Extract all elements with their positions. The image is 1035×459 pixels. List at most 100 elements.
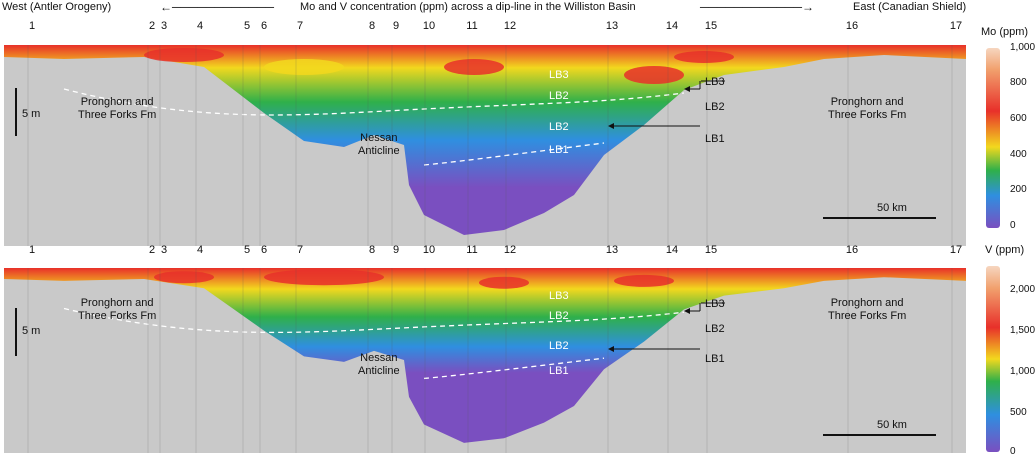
v-cb-tick: 1,500 — [1010, 325, 1035, 336]
well-label-3: 3 — [160, 20, 168, 32]
well-label-2: 2 — [148, 20, 156, 32]
horizontal-scale-label: 50 km — [877, 419, 907, 431]
well-label-10: 10 — [422, 20, 436, 32]
formation-left-label: Pronghorn and Three Forks Fm — [78, 96, 156, 122]
section-title: Mo and V concentration (ppm) across a di… — [300, 1, 636, 13]
horizontal-scale-label: 50 km — [877, 202, 907, 214]
mo-colorbar — [986, 48, 1000, 228]
well-label-5: 5 — [243, 244, 251, 256]
well-label-6: 6 — [260, 244, 268, 256]
formation-right-label: Pronghorn and Three Forks Fm — [828, 297, 906, 323]
mo-panel: 1 2 3 4 5 6 7 8 9 10 11 12 13 14 15 16 17 Pronghorn and … — [0, 18, 1035, 246]
v-colorbar — [986, 266, 1000, 452]
v-cb-tick: 1,000 — [1010, 366, 1035, 377]
well-label-6: 6 — [260, 20, 268, 32]
formation-left-line2: Three Forks Fm — [78, 310, 157, 322]
v-colorbar-unit: V (ppm) — [985, 244, 1025, 256]
mo-cross-section — [4, 45, 966, 246]
well-label-3: 3 — [160, 244, 168, 256]
unit-boundary-dashed — [423, 357, 605, 380]
east-label: East (Canadian Shield) — [853, 1, 967, 13]
formation-right-line1: Pronghorn and — [830, 96, 904, 108]
arrow-label-lb1: LB1 — [705, 133, 725, 145]
v-section-svg — [4, 268, 966, 453]
nessan-anticline-label: Nessan Anticline — [358, 352, 400, 378]
unit-boundary-dashed — [63, 88, 685, 116]
well-label-13: 13 — [605, 20, 619, 32]
well-ticks: 1 2 3 4 5 6 7 8 9 10 11 12 13 14 15 16 17 — [4, 20, 966, 36]
concentration-hotspot — [154, 271, 214, 284]
mo-cb-tick: 200 — [1010, 184, 1027, 195]
unit-label-lb2-upper: LB2 — [549, 310, 569, 322]
concentration-hotspot — [144, 48, 224, 62]
anticline-line1: Nessan — [360, 132, 398, 144]
arrow-label-lb3: LB3 — [705, 76, 725, 88]
horizontal-scale-bar — [823, 434, 936, 436]
anticline-line2: Anticline — [358, 365, 400, 377]
title-arrow-right: ────────────→ — [700, 0, 815, 14]
well-label-11: 11 — [466, 244, 478, 256]
anticline-line1: Nessan — [360, 352, 398, 364]
concentration-hotspot — [674, 51, 734, 63]
unit-label-lb2-lower: LB2 — [549, 121, 569, 133]
mo-section-svg — [4, 45, 966, 246]
arrow-label-lb1: LB1 — [705, 353, 725, 365]
horizontal-scale-bar — [823, 217, 936, 219]
well-label-10: 10 — [422, 244, 436, 256]
mo-cb-tick: 600 — [1010, 113, 1027, 124]
v-cb-tick: 0 — [1010, 446, 1016, 457]
title-arrow-left: ←──────────── — [160, 0, 275, 14]
mo-cb-tick: 800 — [1010, 77, 1027, 88]
v-cross-section — [4, 268, 966, 453]
unit-boundary-dashed — [423, 142, 605, 166]
unit-label-lb2-upper: LB2 — [549, 90, 569, 102]
unit-boundary-dashed — [63, 307, 685, 334]
well-label-5: 5 — [243, 20, 251, 32]
formation-right-line2: Three Forks Fm — [828, 310, 907, 322]
arrow-label-lb3: LB3 — [705, 298, 725, 310]
formation-left-line1: Pronghorn and — [80, 96, 154, 108]
well-label-17: 17 — [949, 20, 963, 32]
concentration-hotspot — [264, 269, 384, 286]
well-label-8: 8 — [368, 20, 376, 32]
formation-left-line1: Pronghorn and — [80, 297, 154, 309]
unit-label-lb2-lower: LB2 — [549, 340, 569, 352]
v-cb-tick: 500 — [1010, 407, 1027, 418]
well-label-16: 16 — [845, 20, 859, 32]
well-label-7: 7 — [296, 20, 304, 32]
well-label-12: 12 — [503, 20, 517, 32]
section-title-row: West (Antler Orogeny) ←──────────── Mo a… — [0, 0, 1035, 16]
well-label-1: 1 — [28, 20, 36, 32]
mo-cb-tick: 0 — [1010, 220, 1016, 231]
well-label-17: 17 — [949, 244, 963, 256]
west-label: West (Antler Orogeny) — [2, 1, 112, 13]
anticline-line2: Anticline — [358, 145, 400, 157]
vertical-scale-bar — [15, 88, 17, 136]
concentration-body — [4, 268, 966, 443]
concentration-hotspot — [624, 66, 684, 84]
well-label-14: 14 — [665, 20, 679, 32]
formation-right-label: Pronghorn and Three Forks Fm — [828, 96, 906, 122]
mo-colorbar-unit: Mo (ppm) — [981, 26, 1029, 38]
arrow-label-lb2: LB2 — [705, 101, 725, 113]
vertical-scale-label: 5 m — [22, 108, 41, 120]
formation-left-label: Pronghorn and Three Forks Fm — [78, 297, 156, 323]
well-ticks: 1 2 3 4 5 6 7 8 9 10 11 12 13 14 15 16 17 — [4, 244, 966, 260]
well-label-7: 7 — [296, 244, 304, 256]
well-label-15: 15 — [704, 244, 718, 256]
well-label-16: 16 — [845, 244, 859, 256]
unit-label-lb1: LB1 — [549, 365, 569, 377]
well-label-15: 15 — [704, 20, 718, 32]
arrow-label-lb2: LB2 — [705, 323, 725, 335]
unit-label-lb1: LB1 — [549, 144, 569, 156]
vertical-scale-label: 5 m — [22, 325, 41, 337]
concentration-hotspot — [614, 274, 674, 287]
well-label-12: 12 — [503, 244, 517, 256]
well-label-1: 1 — [28, 244, 36, 256]
unit-label-lb3: LB3 — [549, 69, 569, 81]
mo-cb-tick: 1,000 — [1010, 42, 1035, 53]
well-label-14: 14 — [665, 244, 679, 256]
nessan-anticline-label: Nessan Anticline — [358, 132, 400, 158]
v-cb-tick: 2,000 — [1010, 284, 1035, 295]
concentration-hotspot — [444, 59, 504, 75]
